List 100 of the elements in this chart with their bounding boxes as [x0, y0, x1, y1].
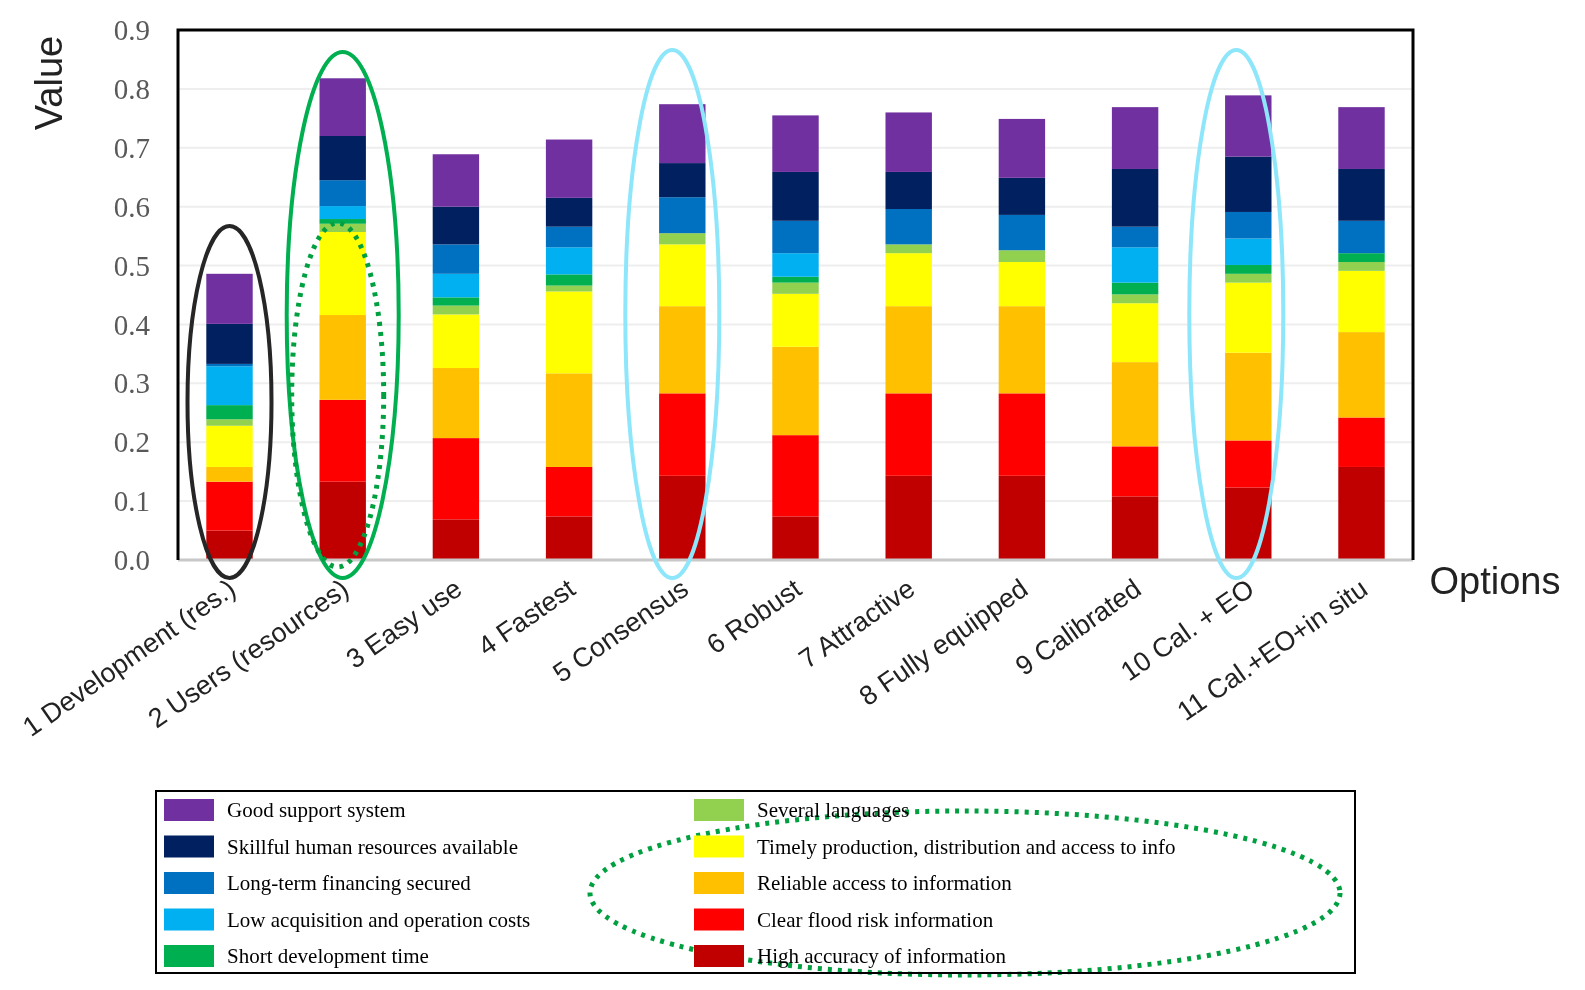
bar [1338, 168, 1385, 221]
bar [319, 481, 366, 560]
bar [432, 519, 480, 560]
bar [319, 180, 366, 207]
bar [1111, 168, 1159, 227]
bar [319, 231, 366, 316]
legend-label: Reliable access to information [757, 871, 1013, 895]
bar [319, 315, 366, 400]
bar [998, 262, 1046, 307]
bar [545, 226, 593, 248]
x-axis-title: Options [1429, 560, 1561, 602]
y-tick-label: 0.5 [113, 249, 150, 282]
bar [432, 244, 480, 274]
bar [432, 297, 480, 306]
legend-label: Good support system [227, 798, 406, 822]
bar [545, 516, 593, 560]
y-tick-label: 0.9 [113, 14, 150, 47]
y-tick-label: 0.0 [113, 544, 150, 577]
bar [659, 104, 706, 164]
bar [772, 346, 819, 436]
bar [1338, 417, 1385, 467]
bar [1111, 496, 1159, 560]
bar [998, 214, 1046, 251]
bar [772, 435, 819, 517]
y-tick-label: 0.3 [113, 367, 150, 400]
bar [1338, 332, 1385, 418]
bar [1111, 226, 1159, 248]
bar [1225, 264, 1272, 274]
bar [998, 393, 1046, 476]
bar [432, 305, 480, 315]
bar [659, 393, 706, 476]
bar [772, 115, 819, 172]
y-tick-label: 0.1 [113, 485, 150, 518]
legend-label: Short development time [227, 944, 429, 968]
bar [1225, 282, 1272, 353]
legend-label: Skillful human resources available [227, 834, 518, 859]
bar [659, 163, 706, 198]
y-axis-title: Value [28, 35, 70, 131]
bar [1225, 440, 1272, 488]
bar [885, 171, 932, 210]
bar [998, 118, 1046, 178]
bar [885, 306, 932, 394]
legend-label: Low acquisition and operation costs [227, 907, 531, 932]
bar [206, 481, 253, 531]
bar [432, 273, 480, 298]
bar [1111, 294, 1159, 304]
bar [1338, 270, 1385, 333]
bar [1225, 238, 1272, 265]
bar [659, 475, 706, 560]
y-tick-label: 0.6 [113, 190, 150, 223]
bar [432, 206, 480, 245]
bar [1225, 273, 1272, 283]
bar [998, 475, 1046, 560]
bar [1225, 156, 1272, 212]
bar [1111, 247, 1159, 283]
bar [885, 244, 932, 254]
bar [772, 276, 819, 283]
bar [772, 516, 819, 560]
bar [545, 373, 593, 467]
bar [885, 475, 932, 560]
bar [432, 154, 480, 207]
bar [1225, 487, 1272, 560]
bar [206, 466, 253, 482]
bar [319, 206, 366, 220]
bar [659, 233, 706, 245]
bar [1338, 466, 1385, 560]
bar [206, 323, 253, 364]
bar [659, 197, 706, 234]
bar [1225, 211, 1272, 239]
bar [998, 177, 1046, 215]
bar [772, 282, 819, 294]
bar [319, 399, 366, 482]
bar [432, 438, 480, 520]
bar [1225, 352, 1272, 441]
bar [998, 250, 1046, 263]
y-tick-label: 0.4 [113, 308, 151, 341]
y-tick-label: 0.2 [113, 426, 150, 459]
bar [885, 112, 932, 172]
bar [1111, 446, 1159, 497]
bar [206, 419, 253, 426]
bar [1111, 303, 1159, 363]
legend-label: Long-term financing secured [227, 871, 472, 895]
bar [432, 314, 480, 369]
y-tick-label: 0.8 [113, 73, 150, 106]
bar [772, 293, 819, 347]
bar [1225, 95, 1272, 157]
bar [545, 466, 593, 517]
bar [545, 291, 593, 374]
bar [319, 219, 366, 224]
bar [206, 425, 253, 467]
bar [1111, 107, 1159, 169]
bar [545, 197, 593, 227]
legend-label: Clear flood risk information [757, 907, 994, 932]
bar [1338, 107, 1385, 169]
legend-label: Timely production, distribution and access to info [757, 834, 1176, 859]
bar [659, 306, 706, 394]
bar [206, 366, 253, 406]
bar [206, 273, 253, 324]
bar [998, 306, 1046, 394]
bar [432, 368, 480, 439]
